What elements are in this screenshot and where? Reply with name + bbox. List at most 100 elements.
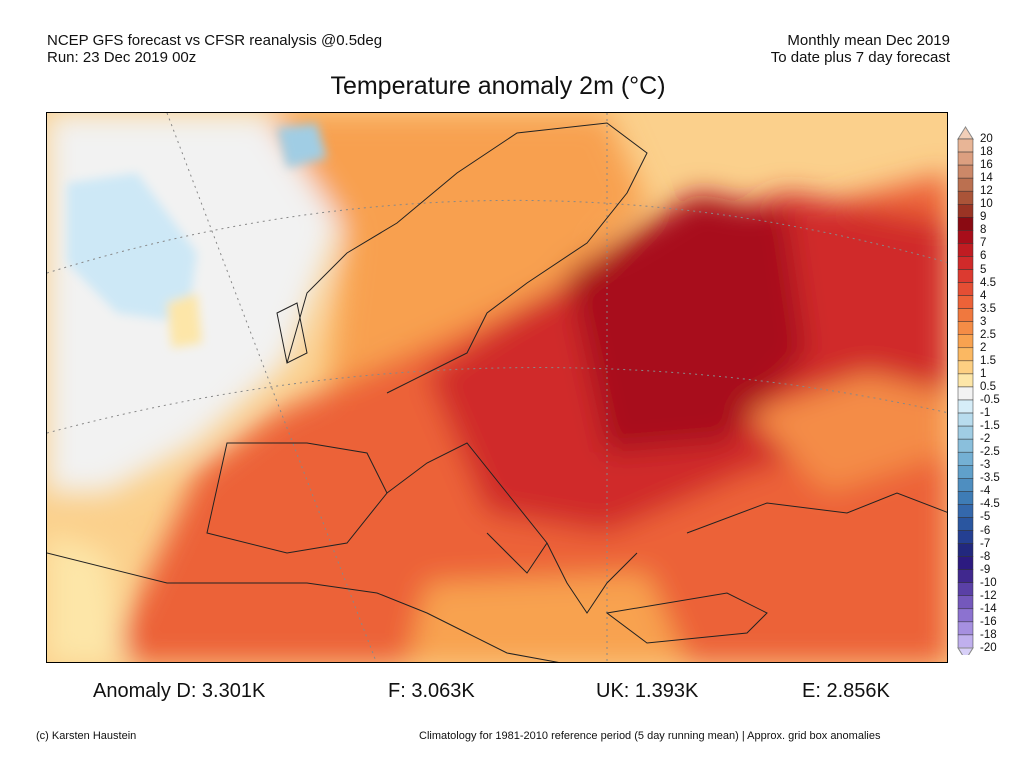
- colorbar-bin: [957, 399, 974, 414]
- colorbar-label: -3.5: [980, 472, 1000, 485]
- model-description: NCEP GFS forecast vs CFSR reanalysis @0.…: [47, 32, 383, 49]
- colorbar-label: -20: [980, 641, 997, 654]
- colorbar-bin: [957, 256, 974, 270]
- colorbar-label: -1: [980, 407, 991, 420]
- colorbar-bin: [957, 569, 974, 583]
- colorbar-bin: [957, 478, 974, 492]
- colorbar-label: -1.5: [980, 420, 1000, 433]
- colorbar-label: 18: [980, 146, 993, 159]
- colorbar-bin: [957, 308, 974, 322]
- colorbar-label: -5: [980, 511, 991, 524]
- colorbar-bin: [957, 269, 974, 283]
- colorbar-bin: [957, 282, 974, 296]
- colorbar-label: 6: [980, 250, 987, 263]
- colorbar-label: 5: [980, 263, 987, 276]
- colorbar-label: -6: [980, 524, 991, 537]
- colorbar-bin: [957, 243, 974, 257]
- colorbar-label: -2: [980, 433, 991, 446]
- colorbar-label: 14: [980, 172, 993, 185]
- colorbar-bin: [957, 491, 974, 505]
- anomaly-map: [46, 112, 948, 663]
- colorbar-bin: [957, 177, 974, 192]
- colorbar-label: -4: [980, 485, 991, 498]
- colorbar-bin: [957, 595, 974, 610]
- map-canvas: [47, 113, 947, 662]
- colorbar-label: 12: [980, 185, 993, 198]
- azores-mild: [167, 293, 202, 348]
- colorbar-label: 10: [980, 198, 993, 211]
- header-right: Monthly mean Dec 2019 To date plus 7 day…: [771, 32, 950, 66]
- colorbar-bin: [957, 556, 974, 570]
- colorbar-label: -16: [980, 615, 997, 628]
- colorbar-label: -10: [980, 576, 997, 589]
- colorbar-bin: [957, 151, 974, 166]
- atlantic-south: [47, 533, 127, 662]
- colorbar-bin: [957, 517, 974, 531]
- colorbar-label: 3: [980, 315, 987, 328]
- map-title: Temperature anomaly 2m (°C): [330, 72, 666, 100]
- run-time: Run: 23 Dec 2019 00z: [47, 49, 197, 66]
- colorbar-bin: [957, 530, 974, 544]
- colorbar-bin: [957, 451, 974, 466]
- colorbar-bin: [957, 190, 974, 205]
- colorbar-label: -3: [980, 459, 991, 472]
- colorbar-label: -4.5: [980, 498, 1000, 511]
- colorbar-bin: [957, 504, 974, 518]
- colorbar-bin: [957, 347, 974, 362]
- colorbar-label: 8: [980, 224, 987, 237]
- colorbar-label: -0.5: [980, 394, 1000, 406]
- colorbar-label: 3.5: [980, 302, 996, 315]
- colorbar-label: 7: [980, 237, 987, 250]
- colorbar-label: -7: [980, 537, 991, 550]
- colorbar-label: 9: [980, 211, 987, 224]
- credit: (c) Karsten Haustein: [36, 730, 137, 742]
- colorbar-bin: [957, 386, 974, 401]
- climatology-note: Climatology for 1981-2010 reference peri…: [419, 730, 881, 742]
- anomaly-d: Anomaly D: 3.301K: [93, 680, 266, 702]
- colorbar-bin: [957, 608, 974, 623]
- colorbar-bin: [957, 634, 974, 649]
- colorbar-label: -9: [980, 563, 991, 576]
- colorbar-label: -12: [980, 589, 997, 602]
- colorbar-bin: [957, 425, 974, 440]
- cold-atlantic-patch: [67, 173, 197, 323]
- colorbar-bin: [957, 230, 974, 244]
- colorbar-label: -2.5: [980, 446, 1000, 459]
- anomaly-uk: UK: 1.393K: [596, 680, 699, 702]
- russia-very-hot: [567, 193, 807, 453]
- colorbar-bin: [957, 360, 974, 375]
- colorbar-label: -18: [980, 628, 997, 641]
- coastlines: [47, 122, 947, 662]
- period: Monthly mean Dec 2019: [787, 32, 950, 49]
- colorbar-label: -8: [980, 550, 991, 563]
- colorbar-label: 2: [980, 341, 987, 354]
- colorbar-min-triangle: [957, 647, 974, 655]
- colorbar-bin: [957, 217, 974, 231]
- graticule: [47, 113, 947, 662]
- colorbar-label: 1: [980, 367, 987, 380]
- colorbar-label: -14: [980, 602, 997, 615]
- colorbar-label: 0.5: [980, 380, 996, 393]
- header-left: NCEP GFS forecast vs CFSR reanalysis @0.…: [47, 32, 382, 66]
- colorbar-bin: [957, 164, 974, 179]
- colorbar-label: 4.5: [980, 276, 996, 289]
- colorbar-label: 4: [980, 289, 987, 302]
- colorbar-bin: [957, 543, 974, 557]
- colorbar-bin: [957, 582, 974, 597]
- colorbar-label: 2.5: [980, 328, 996, 341]
- anomaly-f: F: 3.063K: [388, 680, 475, 702]
- period-note: To date plus 7 day forecast: [770, 49, 950, 66]
- mediterranean: [407, 573, 687, 662]
- colorbar-bin: [957, 465, 974, 479]
- colorbar-label: 1.5: [980, 354, 996, 367]
- colorbar-bin: [957, 321, 974, 335]
- iceland-cold: [277, 123, 327, 168]
- colorbar-max-triangle: [957, 126, 974, 140]
- colorbar-bin: [957, 438, 974, 453]
- kazakh-warm: [747, 373, 947, 493]
- colorbar-bin: [957, 621, 974, 636]
- scandinavia-warm: [267, 113, 647, 393]
- colorbar-label: 20: [980, 133, 993, 145]
- colorbar-bin: [957, 412, 974, 427]
- colorbar-bin: [957, 138, 974, 153]
